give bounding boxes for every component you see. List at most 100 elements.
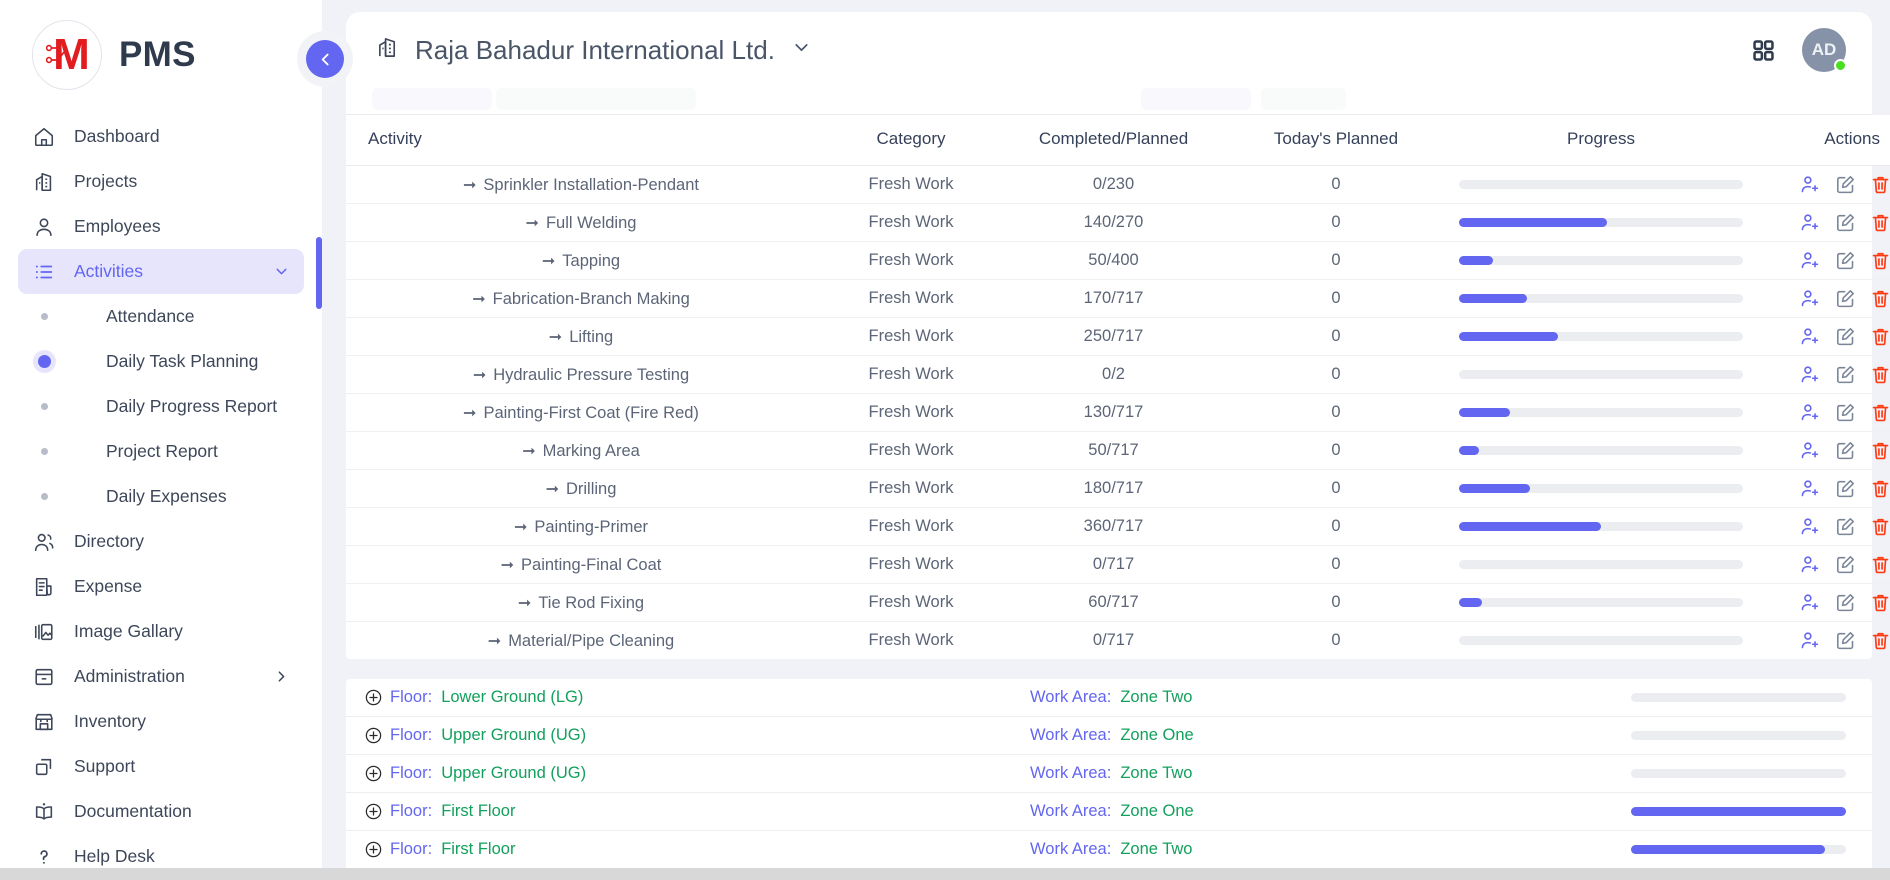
cell-category: Fresh Work: [816, 241, 1006, 280]
trash-icon[interactable]: [1870, 554, 1890, 575]
col-header-todays-planned[interactable]: Today's Planned: [1221, 115, 1451, 166]
user-add-icon[interactable]: [1800, 554, 1821, 575]
edit-square-icon[interactable]: [1835, 212, 1856, 233]
edit-square-icon[interactable]: [1835, 592, 1856, 613]
bullet-dot-icon: [32, 313, 56, 320]
sidebar-item-expense[interactable]: Expense: [18, 564, 304, 609]
table-row[interactable]: ➞ Painting-First Coat (Fire Red) Fresh Wor…: [346, 393, 1890, 432]
floor-row[interactable]: Floor: First Floor Work Area: Zone Two: [346, 831, 1872, 869]
user-add-icon[interactable]: [1800, 250, 1821, 271]
sidebar-item-projects[interactable]: Projects: [18, 159, 304, 204]
sidebar-item-inventory[interactable]: Inventory: [18, 699, 304, 744]
trash-icon[interactable]: [1870, 440, 1890, 461]
user-add-icon[interactable]: [1800, 326, 1821, 347]
user-add-icon[interactable]: [1800, 364, 1821, 385]
plus-circle-icon[interactable]: [364, 764, 390, 783]
sidebar-item-label: Inventory: [74, 711, 146, 731]
edit-square-icon[interactable]: [1835, 630, 1856, 651]
sidebar-subitem-project-report[interactable]: Project Report: [18, 429, 304, 474]
chevron-down-icon[interactable]: [273, 263, 290, 280]
trash-icon[interactable]: [1870, 288, 1890, 309]
trash-icon[interactable]: [1870, 478, 1890, 499]
plus-circle-icon[interactable]: [364, 840, 390, 859]
trash-icon[interactable]: [1870, 212, 1890, 233]
col-header-activity[interactable]: Activity: [346, 115, 816, 166]
sidebar-item-support[interactable]: Support: [18, 744, 304, 789]
trash-icon[interactable]: [1870, 592, 1890, 613]
cell-todays-planned: 0: [1221, 165, 1451, 204]
sidebar-scroll-indicator[interactable]: [316, 237, 322, 309]
col-header-actions[interactable]: Actions: [1751, 115, 1890, 166]
edit-square-icon[interactable]: [1835, 440, 1856, 461]
sidebar-subitem-daily-task-planning[interactable]: Daily Task Planning: [18, 339, 304, 384]
edit-square-icon[interactable]: [1835, 364, 1856, 385]
edit-square-icon[interactable]: [1835, 516, 1856, 537]
col-header-progress[interactable]: Progress: [1451, 115, 1751, 166]
edit-square-icon[interactable]: [1835, 174, 1856, 195]
sidebar-item-documentation[interactable]: Documentation: [18, 789, 304, 834]
plus-circle-icon[interactable]: [364, 688, 390, 707]
user-add-icon[interactable]: [1800, 592, 1821, 613]
edit-square-icon[interactable]: [1835, 402, 1856, 423]
floor-row[interactable]: Floor: Lower Ground (LG) Work Area: Zone Tw…: [346, 679, 1872, 717]
user-add-icon[interactable]: [1800, 478, 1821, 499]
cell-actions: [1751, 507, 1890, 546]
sidebar-item-employees[interactable]: Employees: [18, 204, 304, 249]
table-row[interactable]: ➞ Painting-Primer Fresh Work 360/717 0: [346, 507, 1890, 546]
trash-icon[interactable]: [1870, 250, 1890, 271]
sidebar-item-administration[interactable]: Administration: [18, 654, 304, 699]
sidebar-subitem-daily-progress-report[interactable]: Daily Progress Report: [18, 384, 304, 429]
trash-icon[interactable]: [1870, 174, 1890, 195]
activities-panel: Activity Category Completed/Planned Toda…: [346, 114, 1890, 659]
project-dropdown-chevron-down-icon[interactable]: [791, 37, 812, 63]
col-header-category[interactable]: Category: [816, 115, 1006, 166]
edit-square-icon[interactable]: [1835, 326, 1856, 347]
sidebar-item-directory[interactable]: Directory: [18, 519, 304, 564]
user-add-icon[interactable]: [1800, 288, 1821, 309]
table-row[interactable]: ➞ Full Welding Fresh Work 140/270 0: [346, 203, 1890, 242]
sidebar-collapse-button[interactable]: [306, 40, 344, 78]
floor-row[interactable]: Floor: Upper Ground (UG) Work Area: Zone On…: [346, 717, 1872, 755]
brand[interactable]: M PMS: [0, 0, 322, 108]
trash-icon[interactable]: [1870, 364, 1890, 385]
sidebar-item-dashboard[interactable]: Dashboard: [18, 114, 304, 159]
trash-icon[interactable]: [1870, 630, 1890, 651]
sidebar-subitem-daily-expenses[interactable]: Daily Expenses: [18, 474, 304, 519]
table-row[interactable]: ➞ Material/Pipe Cleaning Fresh Work 0/717 0: [346, 622, 1890, 660]
cell-progress: [1451, 583, 1751, 622]
floor-row[interactable]: Floor: First Floor Work Area: Zone One: [346, 793, 1872, 831]
edit-square-icon[interactable]: [1835, 478, 1856, 499]
user-add-icon[interactable]: [1800, 440, 1821, 461]
user-add-icon[interactable]: [1800, 630, 1821, 651]
floor-row[interactable]: Floor: Upper Ground (UG) Work Area: Zone Tw…: [346, 755, 1872, 793]
user-add-icon[interactable]: [1800, 174, 1821, 195]
table-row[interactable]: ➞ Lifting Fresh Work 250/717 0: [346, 317, 1890, 356]
table-row[interactable]: ➞ Marking Area Fresh Work 50/717 0: [346, 431, 1890, 470]
plus-circle-icon[interactable]: [364, 802, 390, 821]
table-row[interactable]: ➞ Painting-Final Coat Fresh Work 0/717 0: [346, 545, 1890, 584]
sidebar-item-image-gallary[interactable]: Image Gallary: [18, 609, 304, 654]
col-header-completed-planned[interactable]: Completed/Planned: [1006, 115, 1221, 166]
trash-icon[interactable]: [1870, 402, 1890, 423]
trash-icon[interactable]: [1870, 516, 1890, 537]
sidebar-item-help-desk[interactable]: Help Desk: [18, 834, 304, 879]
chevron-right-icon[interactable]: [273, 668, 290, 685]
user-add-icon[interactable]: [1800, 212, 1821, 233]
table-row[interactable]: ➞ Fabrication-Branch Making Fresh Work 170/…: [346, 279, 1890, 318]
table-row[interactable]: ➞ Drilling Fresh Work 180/717 0: [346, 469, 1890, 508]
user-add-icon[interactable]: [1800, 402, 1821, 423]
table-row[interactable]: ➞ Tapping Fresh Work 50/400 0: [346, 241, 1890, 280]
edit-square-icon[interactable]: [1835, 554, 1856, 575]
avatar[interactable]: AD: [1802, 28, 1847, 72]
sidebar-item-activities[interactable]: Activities: [18, 249, 304, 294]
grid-icon[interactable]: [1751, 38, 1776, 63]
table-row[interactable]: ➞ Tie Rod Fixing Fresh Work 60/717 0: [346, 583, 1890, 622]
table-row[interactable]: ➞ Hydraulic Pressure Testing Fresh Work 0/2…: [346, 355, 1890, 394]
trash-icon[interactable]: [1870, 326, 1890, 347]
edit-square-icon[interactable]: [1835, 288, 1856, 309]
user-add-icon[interactable]: [1800, 516, 1821, 537]
plus-circle-icon[interactable]: [364, 726, 390, 745]
edit-square-icon[interactable]: [1835, 250, 1856, 271]
table-row[interactable]: ➞ Sprinkler Installation-Pendant Fresh Wor…: [346, 165, 1890, 204]
sidebar-subitem-attendance[interactable]: Attendance: [18, 294, 304, 339]
